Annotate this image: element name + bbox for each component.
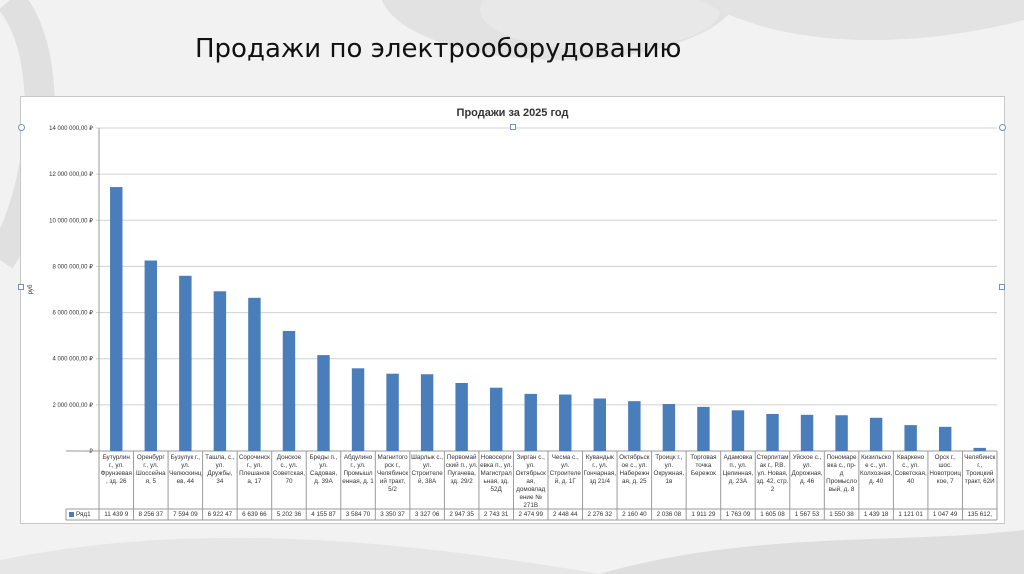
bar: [489, 387, 503, 451]
data-label: 3 584 70: [345, 511, 371, 518]
data-label: 2 448 44: [553, 511, 578, 518]
x-category-label: Чесма с., ул. Строителей, д. 1Г: [549, 454, 581, 485]
bar: [386, 373, 399, 451]
y-tick-label: 12 000 000,00 ₽: [49, 171, 93, 178]
bar: [593, 398, 607, 451]
x-category-label: Кваркено с., ул. Советская, 40: [894, 454, 927, 485]
data-label: 2 947 35: [449, 511, 474, 518]
bar: [628, 401, 641, 451]
y-tick-label: 10 000 000,00 ₽: [49, 217, 93, 224]
bar: [351, 368, 365, 451]
bar: [455, 383, 468, 451]
x-category-label: Кувандык г., ул. Гончарная, зд 21/4: [583, 454, 616, 485]
y-tick-label: 2 000 000,00 ₽: [52, 402, 93, 409]
bar: [800, 414, 814, 451]
data-label: 1 605 08: [760, 511, 785, 518]
data-label: 2 474 99: [518, 511, 543, 518]
bar: [869, 417, 883, 451]
x-category-label: Челябинск г., Троицкий тракт, 62И: [964, 454, 996, 485]
bar: [973, 447, 986, 451]
data-label: 135 612,: [967, 511, 992, 518]
x-category-label: Оренбург г., ул. Шоссейная, 5: [136, 454, 166, 485]
bar: [282, 330, 296, 451]
x-category-label: Кизильское с., ул. Колхозная, д. 40: [859, 454, 893, 485]
resize-handle-top-left[interactable]: [18, 124, 25, 131]
bar: [110, 187, 123, 451]
data-label: 1 439 18: [863, 511, 889, 518]
data-label: 5 202 36: [276, 511, 302, 518]
x-category-label: Первомайский п., ул. Пугачева, зд. 29/2: [445, 454, 478, 485]
bar: [179, 275, 192, 451]
data-label: 1 550 38: [829, 511, 854, 518]
resize-handle-left[interactable]: [18, 284, 24, 290]
bar: [835, 415, 848, 451]
bar: [559, 394, 572, 451]
bar: [524, 393, 537, 451]
data-label: 1 911 29: [691, 511, 716, 518]
x-category-label: Магнитогорск г., Челябинский тракт, 5/2: [377, 454, 409, 493]
bar: [420, 374, 434, 451]
x-category-label: Донское с., ул. Советская, 70: [272, 454, 306, 485]
data-label: 2 036 08: [656, 511, 682, 518]
data-label: 6 639 66: [242, 511, 267, 518]
x-category-label: Адамовка п., ул. Целинная, д. 23А: [722, 454, 754, 485]
y-tick-label: 4 000 000,00 ₽: [52, 356, 93, 363]
x-category-label: Орск г., шос. Новотроицкое, 7: [929, 454, 962, 485]
y-tick-label: 6 000 000,00 ₽: [52, 310, 93, 317]
bar: [731, 410, 745, 451]
y-tick-label: 14 000 000,00 ₽: [49, 125, 93, 132]
slide-title: Продажи по электрооборудованию: [195, 34, 682, 64]
x-category-label: Стерлитамак г., Р.В. ул. Новая, зд. 42, …: [756, 454, 789, 493]
resize-handle-top-right[interactable]: [999, 124, 1006, 131]
x-category-label: Сорочинск г., ул. Плешанова, 17: [238, 454, 270, 485]
x-category-label: Троицк г., ул. Окружная, 1в: [653, 454, 685, 485]
x-category-label: Абдулино г., ул. Промышленная, д. 1: [342, 454, 374, 485]
bar: [144, 260, 158, 451]
data-label: 2 743 31: [483, 511, 509, 518]
x-category-label: Бузулук г., ул. Челюскинцев, 44: [169, 454, 202, 485]
data-label: 1 047 49: [932, 511, 958, 518]
x-category-label: Пономаревка с., пр-д Промысловый, д. 8: [826, 454, 857, 493]
data-label: 6 922 47: [207, 511, 233, 518]
bar: [766, 413, 779, 451]
x-category-label: Уйское с., ул. Дорожная, д. 46: [791, 454, 823, 485]
bar: [317, 355, 330, 451]
resize-handle-top[interactable]: [510, 124, 516, 130]
chart-title: Продажи за 2025 год: [456, 107, 569, 119]
x-category-label: Шарлык с., ул. Строителей, 38А: [411, 454, 444, 485]
bar: [938, 426, 952, 451]
data-label: 3 350 37: [380, 511, 405, 518]
legend-swatch: [69, 511, 74, 517]
bar: [697, 406, 710, 451]
bar: [904, 425, 917, 451]
data-label: 8 256 37: [138, 511, 164, 518]
x-category-label: Октябрьское с., ул. Набережная, д. 25: [619, 454, 650, 485]
y-tick-label: 8 000 000,00 ₽: [52, 263, 93, 270]
x-category-label: Новосергиевка п., ул. Магистральная, зд.…: [480, 454, 513, 493]
chart-frame[interactable]: Продажи за 2025 год - ₽2 000 000,00 ₽4 0…: [18, 96, 1006, 524]
resize-handle-right[interactable]: [999, 284, 1005, 290]
y-axis-label: руб: [28, 284, 34, 294]
x-category-label: Ташла, с., ул. Дружбы, 34: [205, 454, 235, 485]
data-label: 1 567 53: [794, 511, 820, 518]
x-category-label: Зирган с., ул. Октябрьская, домовладение…: [515, 454, 546, 508]
data-label: 1 763 09: [725, 511, 751, 518]
x-category-label: Бреды п., ул. Садовая, д. 39А: [309, 454, 338, 485]
data-label: 4 155 87: [311, 511, 336, 518]
x-category-label: Бутурлин г., ул. Фрунзевая, зд. 26: [100, 454, 132, 485]
data-label: 2 276 32: [587, 511, 613, 518]
bar: [248, 297, 261, 451]
data-label: 2 160 40: [622, 511, 647, 518]
data-label: 1 121 01: [898, 511, 923, 518]
bar: [213, 291, 227, 451]
x-category-label: Торговая точка Бережок: [690, 454, 717, 477]
legend-entry: Ряд1: [69, 509, 91, 521]
bar-chart: - ₽2 000 000,00 ₽4 000 000,00 ₽6 000 000…: [28, 125, 998, 521]
data-label: 11 439 9: [104, 511, 129, 518]
bar: [662, 404, 676, 451]
data-label: 7 594 09: [173, 511, 198, 518]
data-label: 3 327 06: [414, 511, 440, 518]
legend-label: Ряд1: [76, 511, 91, 518]
